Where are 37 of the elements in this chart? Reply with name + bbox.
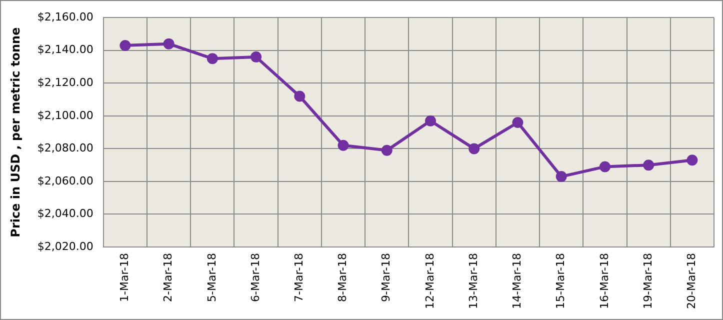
- point: [556, 171, 567, 182]
- x-tick-label: 20-Mar-18: [685, 253, 698, 309]
- x-tick-label: 15-Mar-18: [554, 253, 568, 309]
- y-axis-title: Price in USD , per metric tonne: [8, 27, 22, 238]
- point: [468, 143, 480, 154]
- x-tick-label: 16-Mar-18: [598, 253, 611, 309]
- point: [599, 161, 610, 172]
- y-tick-label: $2,080.00: [37, 142, 94, 155]
- point: [425, 115, 436, 126]
- point: [120, 40, 131, 51]
- y-tick-label: $2,100.00: [37, 108, 94, 122]
- x-tick-label: 13-Mar-18: [466, 253, 480, 309]
- x-tick-label: 19-Mar-18: [641, 253, 654, 309]
- point: [294, 90, 306, 102]
- x-tick-label: 1-Mar-18: [118, 253, 132, 302]
- x-tick-label: 5-Mar-18: [205, 253, 218, 302]
- y-tick-label: $2,140.00: [37, 43, 94, 56]
- y-tick-label: $2,020.00: [37, 240, 94, 253]
- y-tick-label: $2,060.00: [37, 174, 94, 188]
- y-tick-label: $2,160.00: [37, 10, 94, 24]
- point: [381, 144, 392, 156]
- x-tick-label: 7-Mar-18: [292, 253, 306, 302]
- y-tick-label: $2,120.00: [37, 76, 94, 90]
- point: [338, 140, 349, 151]
- point: [686, 154, 698, 166]
- point: [206, 53, 218, 64]
- x-tick-label: 2-Mar-18: [162, 253, 175, 302]
- x-tick-label: 12-Mar-18: [423, 253, 436, 309]
- y-tick-label: $2,040.00: [37, 207, 94, 220]
- point: [643, 160, 654, 171]
- point: [163, 38, 174, 50]
- x-tick-label: 6-Mar-18: [248, 253, 262, 302]
- point: [250, 51, 262, 62]
- x-tick-label: 8-Mar-18: [336, 253, 350, 302]
- x-tick-label: 14-Mar-18: [510, 253, 524, 309]
- x-tick-label: 9-Mar-18: [380, 253, 393, 302]
- point: [512, 116, 524, 128]
